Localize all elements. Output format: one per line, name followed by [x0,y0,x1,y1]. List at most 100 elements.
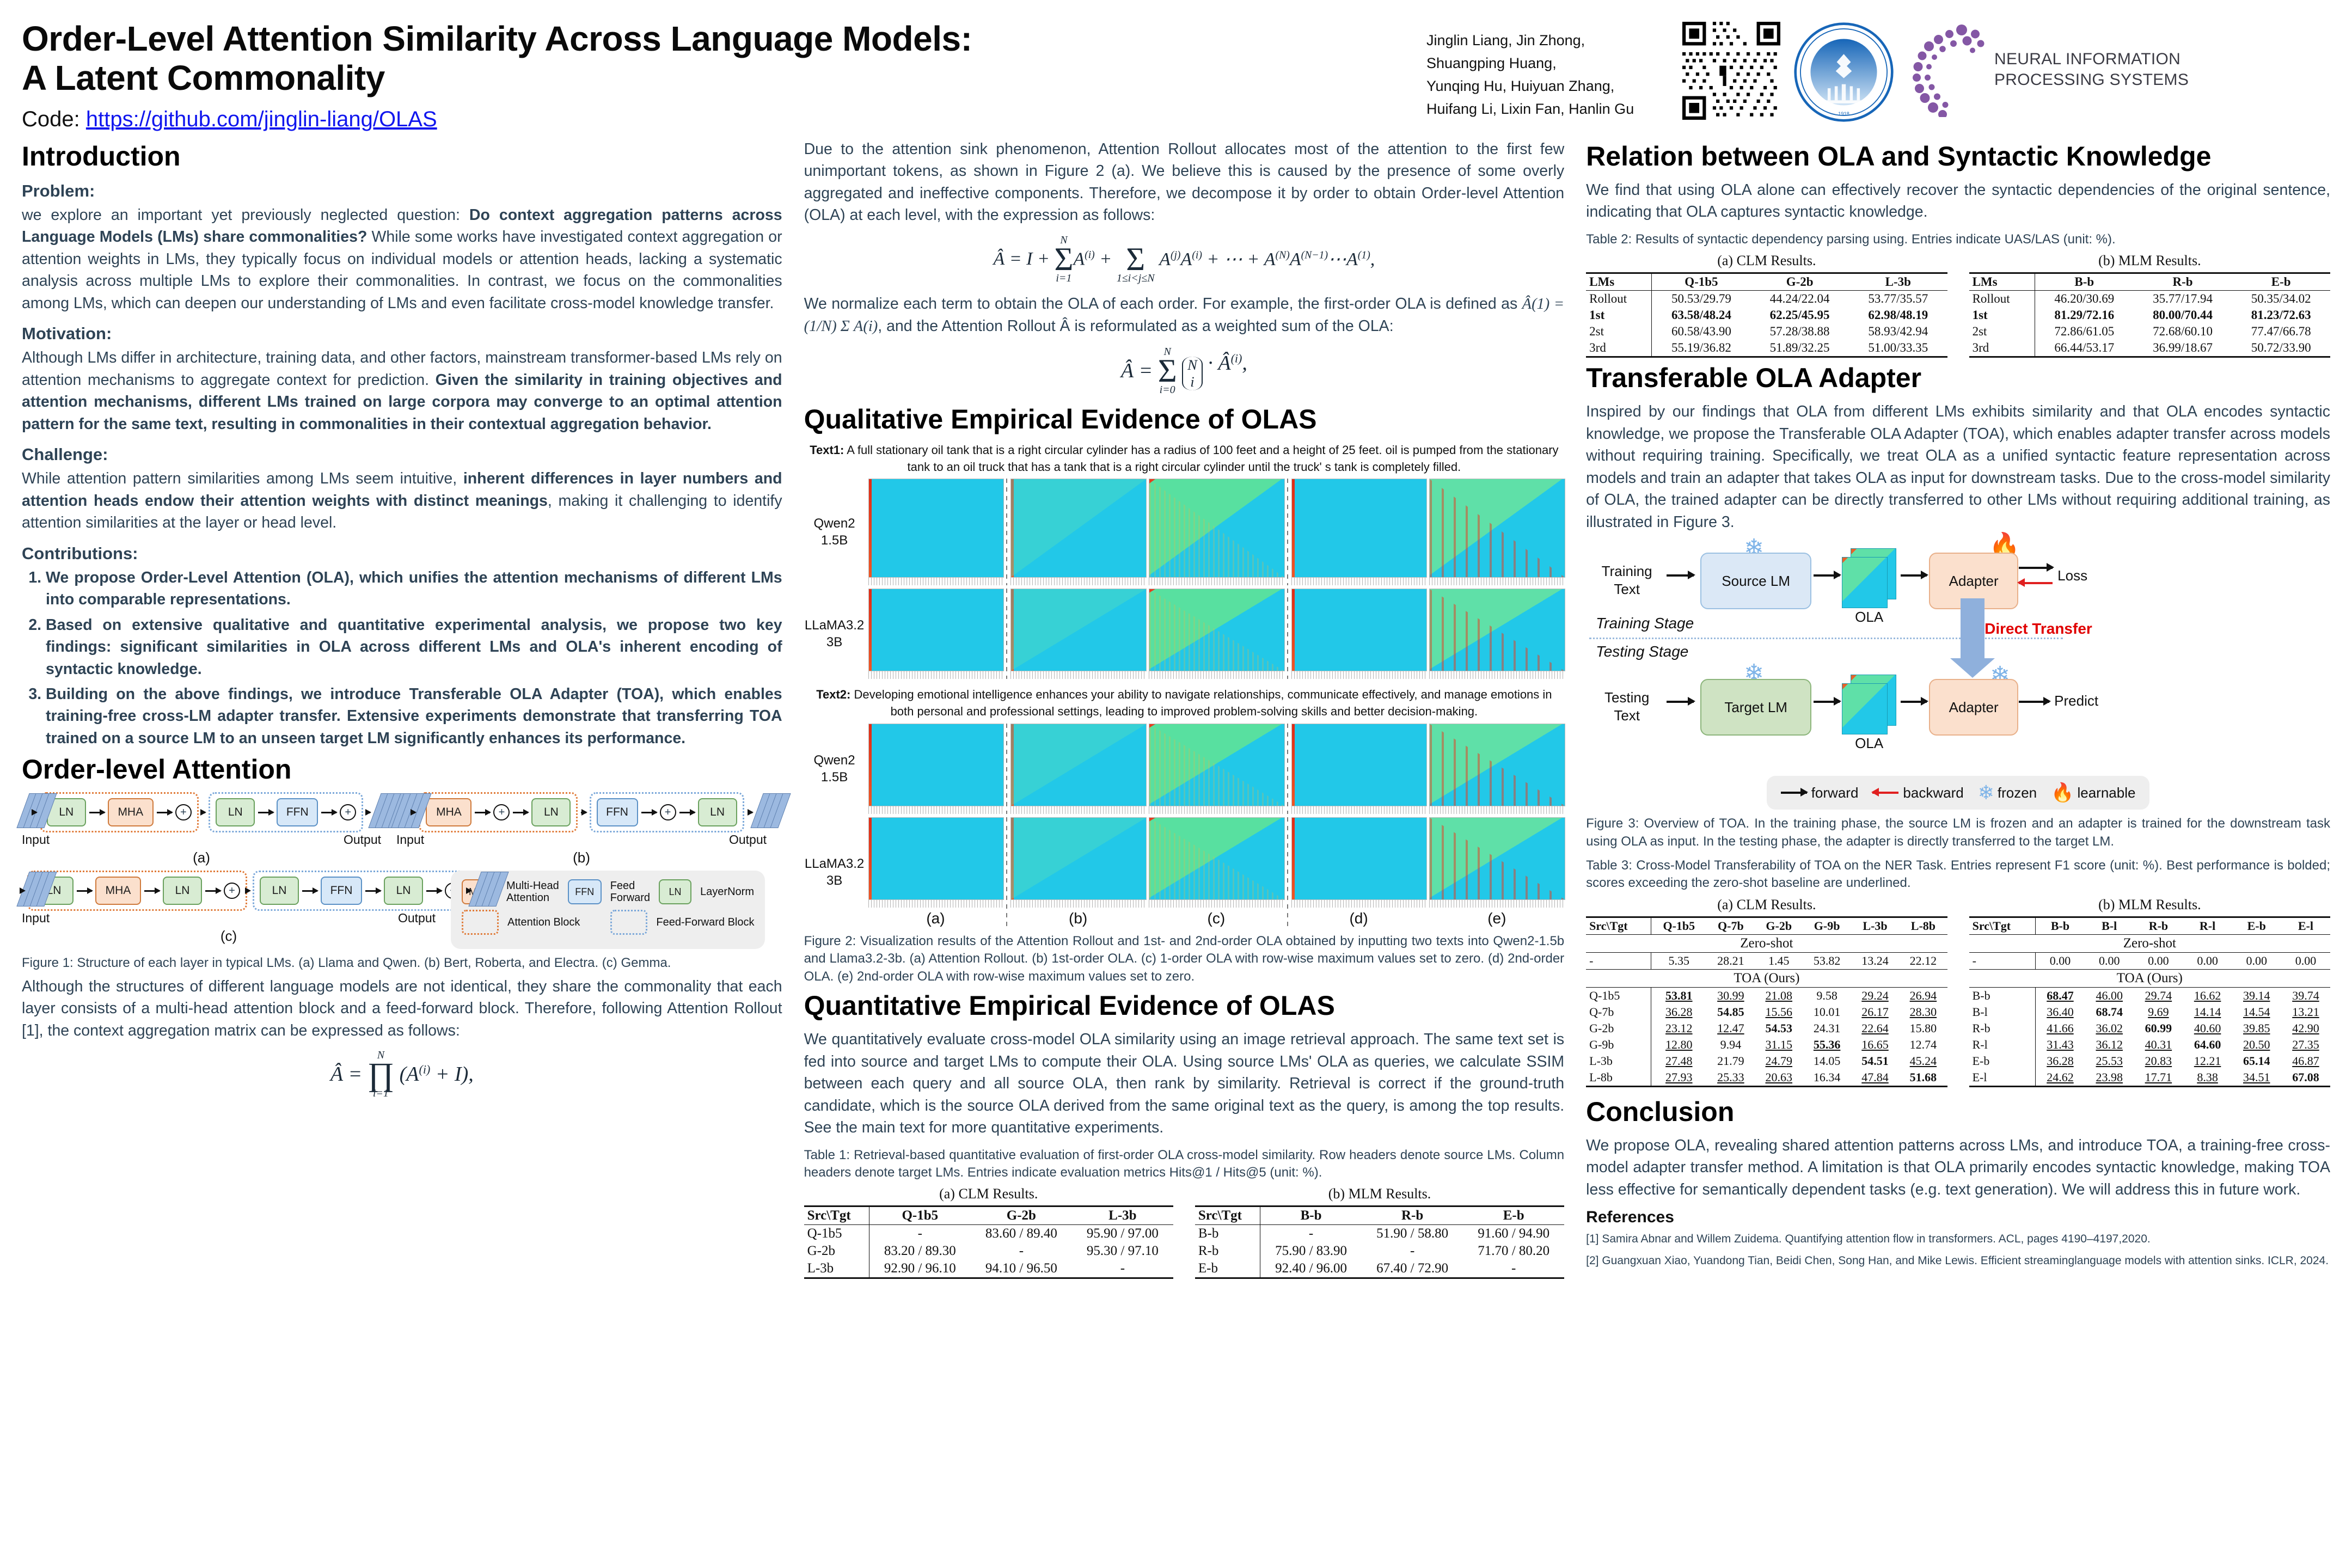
table-row-header: R-b [1195,1242,1261,1260]
ola-stack-training [1842,548,1897,609]
table-cell: 42.90 [2292,1021,2319,1035]
figure-3-caption: Figure 3: Overview of TOA. In the traini… [1586,816,2331,849]
table-cell: 55.19/36.82 [1671,341,1731,355]
table-cell: 83.60 / 89.40 [985,1226,1057,1241]
svg-text:1918: 1918 [1838,111,1849,117]
table-header-cell: Src\Tgt [804,1206,869,1225]
heatmap-panel-b [1010,724,1147,814]
figure-1-caption: Figure 1: Structure of each layer in typ… [22,955,671,971]
table-header-cell: LMs [1586,273,1652,291]
legend-learnable-text: learnable [2077,784,2136,801]
table-cell: 0.00 [2246,953,2268,967]
input-label: Input [396,832,425,847]
table-cell: 26.94 [1909,988,1937,1002]
table-row-header: Rollout [1969,290,2035,308]
figure-2-grid-text1-row2: LLaMA3.2 3B [804,589,1566,679]
table-cell: 8.38 [2197,1070,2218,1084]
table-row-header: 3rd [1586,340,1652,357]
code-url-link[interactable]: https://github.com/jinglin-liang/OLAS [85,107,437,132]
table-2-pair: (a) CLM Results. LMs Q-1b5 G-2b L-3b Rol… [1586,253,2331,358]
page-title: Order-Level Attention Similarity Across … [22,19,1426,97]
text2-content: Developing emotional intelligence enhanc… [854,688,1552,719]
legend-ffn-text-2: Forward [610,892,651,904]
table-cell: 12.74 [1909,1037,1937,1051]
author-line-3: Yunqing Hu, Huiyuan Zhang, [1426,77,1615,94]
author-line-4: Huifang Li, Lixin Fan, Hanlin Gu [1426,100,1634,117]
challenge-paragraph: While attention pattern similarities amo… [22,468,782,534]
table-cell: 12.47 [1717,1021,1744,1035]
table-cell: 23.98 [2096,1070,2123,1084]
heatmap-panel-b: (b) [1010,817,1147,927]
legend-ffn-swatch: FFN [567,879,602,905]
table-cell: 28.30 [1909,1004,1937,1019]
table-cell: 27.93 [1665,1070,1693,1084]
table-cell: 34.51 [2243,1070,2270,1084]
table-3-caption: Table 3: Cross-Model Transferability of … [1586,857,2331,891]
table-1-clm-wrapper: (a) CLM Results. Src\Tgt Q-1b5 G-2b L-3b… [804,1186,1173,1279]
challenge-text-a: While attention pattern similarities amo… [22,470,463,488]
table-cell: 20.63 [1765,1070,1793,1084]
table-cell: 12.80 [1665,1037,1693,1051]
flame-icon: 🔥 [2051,782,2074,804]
table-header-cell: R-l [2199,918,2216,933]
table-row-header: B-b [1969,987,2036,1004]
input-stack-icon [391,793,432,831]
table-header-cell: G-9b [1814,918,1840,933]
figure-1-panel-c: LN MHA LN + LN FFN [16,871,509,945]
snowflake-icon: ❄ [1977,781,1994,804]
table-header-cell: L-8b [1910,918,1936,933]
toa-section-label: TOA (Ours) [2116,970,2183,985]
table-cell: 14.14 [2194,1004,2221,1019]
residual-add-icon: + [224,883,240,899]
contributions-list: We propose Order-Level Attention (OLA), … [22,567,782,750]
table-cell: 60.58/43.90 [1671,324,1731,339]
table-header-cell: E-b [2247,918,2266,933]
table-cell: 36.99/18.67 [2153,341,2213,355]
title-block: Order-Level Attention Similarity Across … [22,12,1426,132]
table-header-cell: L-3b [1108,1208,1137,1223]
quantitative-paragraph: We quantitatively evaluate cross-model O… [804,1031,1565,1137]
training-text-label: Training Text [1601,563,1652,597]
table-cell: 15.56 [1765,1004,1793,1019]
attention-block-b: MHA + LN [419,792,578,833]
qr-code-icon[interactable] [1682,22,1780,120]
table-cell: 41.66 [2047,1021,2074,1035]
legend-attention-block-text: Attention Block [507,916,580,929]
table-cell: 25.33 [1717,1070,1744,1084]
reference-item-2: [2] Guangxuan Xiao, Yuandong Tian, Beidi… [1586,1254,2329,1267]
table-row-header: B-b [1195,1224,1261,1243]
heatmap-panel-d [1291,479,1428,586]
table-header-cell: B-l [2102,918,2117,933]
table-cell: 16.34 [1813,1070,1841,1084]
contributions-label: Contributions: [22,543,138,563]
middle-paragraph-2: We normalize each term to obtain the OLA… [804,293,1565,338]
table-cell: 22.64 [1861,1021,1889,1035]
title-line-2: A Latent Commonality [22,58,385,97]
table-cell: 53.77/35.57 [1868,292,1928,306]
table-row-header: R-b [1969,1020,2036,1037]
table-cell: 39.14 [2243,988,2270,1002]
heatmap-panel-c: (c) [1149,817,1285,927]
table-header-cell: Q-7b [1718,918,1744,933]
problem-text-a: we explore an important yet previously n… [22,206,469,224]
direct-transfer-arrow [1950,598,1995,678]
table-cell: 50.35/34.02 [2251,292,2311,306]
table-cell: 20.83 [2145,1054,2172,1068]
middle-para2-b: , and the Attention Rollout Â is reformu… [878,317,1394,335]
legend-backward-text: backward [1903,784,1964,801]
output-label: Output [397,911,436,926]
input-label: Input [22,832,50,847]
neurips-line-1: NEURAL INFORMATION [1994,50,2181,68]
table-cell: 66.44/53.17 [2054,341,2115,355]
table-cell: 44.24/22.04 [1769,292,1830,306]
middle-paragraph-1: Due to the attention sink phenomenon, At… [804,140,1565,224]
legend-ff-block-swatch [610,910,648,935]
legend-row-boxes: Attention Block Feed-Forward Block [462,910,754,935]
inline-equation-first-order: Â(1) = (1/N) Σ A(i) [804,295,1565,335]
table-cell: 0.00 [2098,953,2120,967]
table-2-clm-wrapper: (a) CLM Results. LMs Q-1b5 G-2b L-3b Rol… [1586,253,1947,358]
table-header-cell: Src\Tgt [1586,917,1651,935]
table-row-header: 2st [1586,323,1652,340]
table-3-pair: (a) CLM Results. Src\Tgt Q-1b5 Q-7b G-2b… [1586,897,2331,1087]
